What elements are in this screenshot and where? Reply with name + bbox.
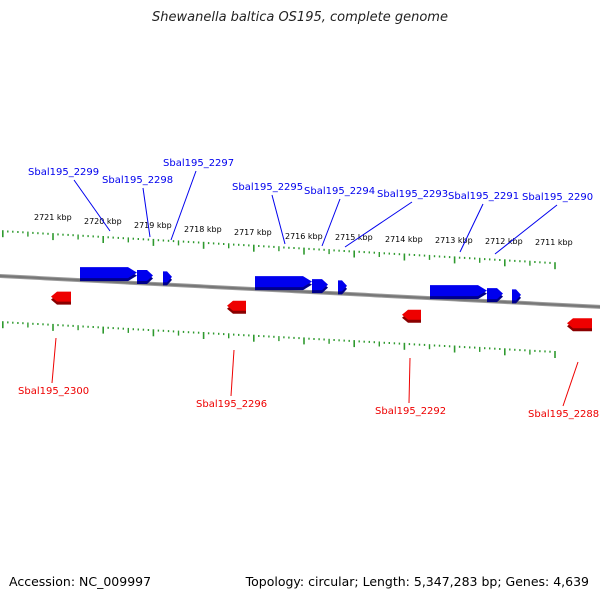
forward-gene-label: Sbal195_2291 [448, 191, 519, 202]
forward-gene-leader [344, 201, 413, 248]
forward-gene-arrow [487, 288, 503, 300]
tick-label: 2719 kbp [134, 221, 172, 230]
genome-summary-text: Topology: circular; Length: 5,347,283 bp… [245, 574, 589, 589]
reverse-gene-arrow [51, 291, 71, 302]
forward-gene-arrow [312, 279, 328, 291]
tick-label: 2721 kbp [34, 213, 72, 222]
reverse-gene-leader [408, 357, 411, 404]
forward-gene-label: Sbal195_2295 [232, 182, 303, 193]
reverse-gene-label: Sbal195_2288 [528, 409, 599, 420]
forward-gene-leader [142, 187, 151, 238]
forward-gene-label: Sbal195_2298 [102, 175, 173, 186]
forward-gene-label: Sbal195_2294 [304, 186, 375, 197]
reverse-gene-label: Sbal195_2300 [18, 386, 89, 397]
tick-label: 2717 kbp [234, 228, 272, 237]
forward-gene-label: Sbal195_2299 [28, 167, 99, 178]
forward-gene-leader [271, 194, 286, 245]
label-layer: 2721 kbp 2720 kbp 2719 kbp 2718 kbp 2717 kbp… [18, 158, 599, 420]
reverse-gene-leader [51, 337, 57, 384]
feature-layer [51, 267, 592, 332]
forward-gene-arrow [430, 285, 487, 297]
accession-text: Accession: NC_009997 [9, 574, 152, 589]
tick-layer [1, 230, 556, 358]
forward-gene-label: Sbal195_2290 [522, 192, 593, 203]
forward-gene-arrow [338, 280, 347, 292]
tick-label: 2714 kbp [385, 235, 423, 244]
reverse-gene-arrow [567, 318, 592, 329]
reverse-gene-arrow [402, 309, 421, 320]
reverse-gene-label: Sbal195_2292 [375, 406, 446, 417]
forward-gene-leader [321, 198, 341, 247]
forward-gene-arrow [255, 276, 312, 288]
reverse-gene-leader [230, 349, 235, 397]
tick-label: 2716 kbp [285, 232, 323, 241]
forward-gene-arrow [163, 271, 172, 283]
forward-gene-label: Sbal195_2293 [377, 189, 448, 200]
forward-gene-arrow [137, 270, 153, 282]
forward-gene-leader [459, 203, 484, 253]
tick-label: 2715 kbp [335, 233, 373, 242]
reverse-gene-arrow [227, 300, 246, 311]
forward-gene-leader [494, 204, 558, 255]
tick-label: 2712 kbp [485, 237, 523, 246]
reverse-gene-label: Sbal195_2296 [196, 399, 267, 410]
forward-gene-leader [170, 170, 197, 241]
forward-gene-arrow [512, 289, 521, 301]
forward-gene-label: Sbal195_2297 [163, 158, 234, 169]
tick-label: 2718 kbp [184, 225, 222, 234]
forward-gene-leader [73, 179, 111, 232]
map-title: Shewanella baltica OS195, complete genom… [152, 10, 448, 25]
tick-label: 2713 kbp [435, 236, 473, 245]
reverse-gene-leader [562, 361, 579, 407]
forward-gene-arrow [80, 267, 137, 279]
tick-label: 2711 kbp [535, 238, 573, 247]
